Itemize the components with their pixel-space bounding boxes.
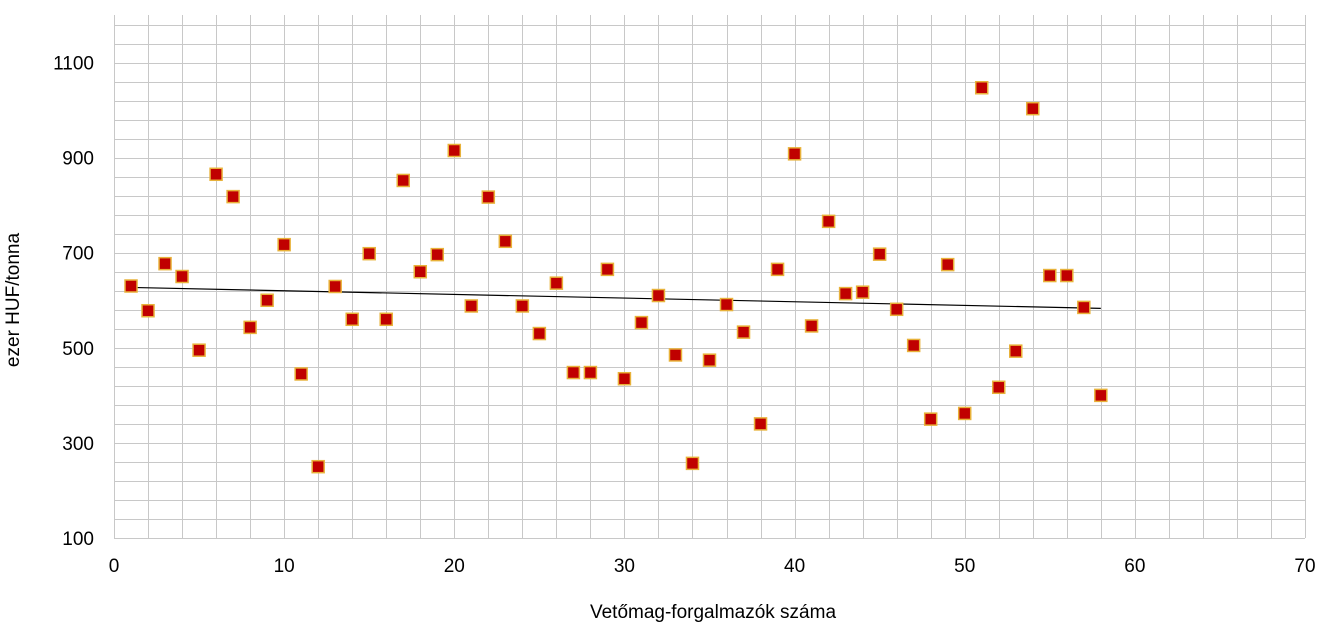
data-point <box>600 262 615 277</box>
data-point <box>889 302 904 317</box>
x-tick-label: 10 <box>274 556 295 577</box>
trendline <box>131 286 1101 309</box>
data-point <box>957 406 972 421</box>
x-tick-label: 30 <box>614 556 635 577</box>
data-point <box>362 246 376 261</box>
data-point <box>1094 388 1108 403</box>
data-point <box>345 312 359 327</box>
data-point <box>1060 268 1074 283</box>
data-points <box>124 80 1108 474</box>
data-point <box>719 297 734 312</box>
data-point <box>583 365 598 380</box>
x-tick-label: 20 <box>444 556 465 577</box>
data-point <box>430 247 445 262</box>
data-point <box>277 237 291 252</box>
data-point <box>821 214 836 229</box>
data-point <box>736 325 751 339</box>
y-axis-title: ezer HUF/tonna <box>3 233 24 368</box>
data-point <box>379 312 393 327</box>
data-point <box>770 262 785 277</box>
data-point <box>634 315 649 330</box>
data-point <box>515 299 530 313</box>
data-point <box>396 173 410 188</box>
data-point <box>464 299 479 313</box>
x-axis-title: Vetőmag-forgalmazók száma <box>590 602 836 623</box>
data-point <box>617 371 632 386</box>
y-axis-ticks: 100 300 500 700 900 1100 <box>53 54 94 550</box>
data-point <box>226 189 240 204</box>
data-point <box>702 353 717 367</box>
data-point <box>838 286 853 301</box>
y-tick-label: 100 <box>62 529 94 550</box>
data-point <box>311 459 325 474</box>
data-point <box>481 190 496 204</box>
data-point <box>974 80 989 95</box>
data-point <box>1009 344 1023 358</box>
data-point <box>787 147 802 161</box>
data-point <box>498 234 513 249</box>
data-point <box>1026 101 1040 116</box>
data-point <box>1043 268 1057 283</box>
y-tick-label: 700 <box>62 244 94 265</box>
data-point <box>1077 300 1091 315</box>
data-point <box>651 288 666 303</box>
data-point <box>991 380 1006 395</box>
data-point <box>328 279 342 294</box>
data-point <box>549 276 564 290</box>
data-point <box>923 412 938 426</box>
x-tick-label: 40 <box>784 556 805 577</box>
data-point <box>413 264 428 279</box>
data-point <box>906 338 921 353</box>
trendline-group <box>131 286 1101 309</box>
data-point <box>804 319 819 333</box>
data-point <box>753 417 768 431</box>
x-tick-label: 50 <box>954 556 975 577</box>
x-tick-label: 70 <box>1294 556 1315 577</box>
x-axis-ticks: 0 10 20 30 40 50 60 70 <box>109 556 1316 577</box>
y-tick-label: 500 <box>62 339 94 360</box>
y-tick-label: 1100 <box>53 54 94 75</box>
gridlines <box>114 15 1306 539</box>
data-point <box>566 365 581 380</box>
y-tick-label: 300 <box>62 434 94 455</box>
x-tick-label: 60 <box>1124 556 1145 577</box>
data-point <box>532 326 547 341</box>
x-tick-label: 0 <box>109 556 120 577</box>
data-point <box>685 456 700 471</box>
data-point <box>260 293 274 308</box>
data-point <box>141 303 155 318</box>
data-point <box>872 247 887 261</box>
data-point <box>175 269 189 284</box>
data-point <box>192 343 206 357</box>
data-point <box>940 257 955 272</box>
data-point <box>447 143 462 158</box>
data-point <box>855 285 870 299</box>
data-point <box>209 167 223 182</box>
y-tick-label: 900 <box>62 149 94 170</box>
data-point <box>294 367 308 381</box>
data-point <box>243 320 257 335</box>
data-point <box>158 256 172 271</box>
data-point <box>668 348 683 362</box>
data-point <box>124 279 138 293</box>
